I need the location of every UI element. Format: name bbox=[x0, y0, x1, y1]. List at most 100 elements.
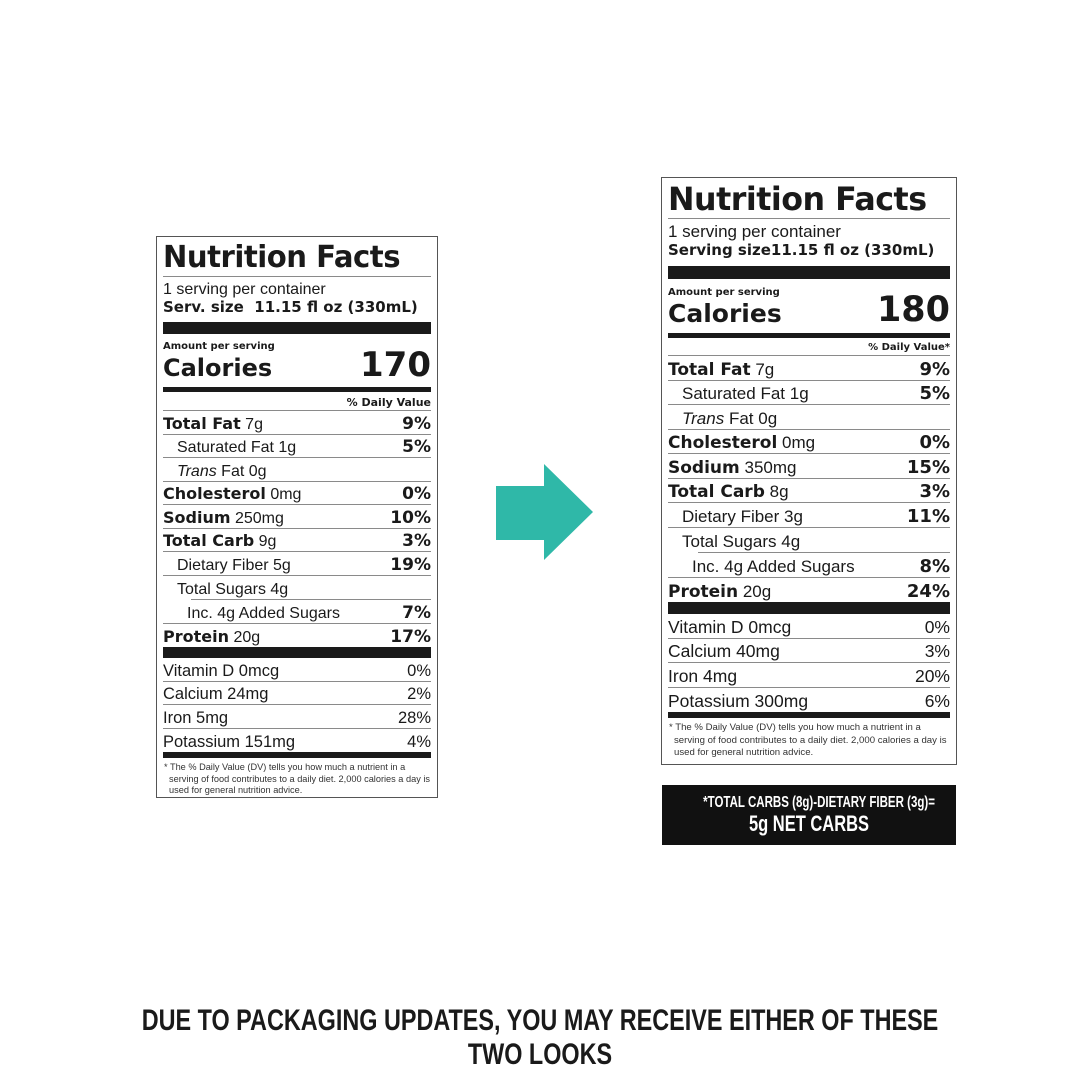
nutrient-name: Saturated Fat 1g bbox=[682, 384, 809, 403]
nutrient-name: Dietary Fiber 5g bbox=[177, 556, 291, 574]
nutrient-name: Dietary Fiber 3g bbox=[682, 506, 803, 526]
vitamin-dv: 0% bbox=[924, 616, 950, 637]
old-nutrition-label: Nutrition Facts 1 serving per container … bbox=[156, 236, 438, 798]
nutrient-name: Trans Fat 0g bbox=[682, 408, 778, 428]
vitamin-name: Calcium 24mg bbox=[163, 685, 269, 703]
nutrient-row: Total Sugars 4g bbox=[668, 528, 950, 553]
nutrient-name: Inc. 4g Added Sugars bbox=[692, 556, 855, 576]
nutrient-name: Trans Fat 0g bbox=[177, 462, 267, 480]
divider-thick bbox=[163, 322, 431, 334]
vitamin-list: Vitamin D 0mcg 0% Calcium 24mg 2% Iron 5mg 28… bbox=[163, 658, 431, 752]
nutrient-name: Total Carb 8g bbox=[668, 482, 789, 502]
divider-thin bbox=[698, 552, 950, 553]
amount-per-serving: Amount per serving bbox=[163, 341, 275, 352]
calories-label: Calories bbox=[163, 354, 273, 382]
nutrient-row: Cholesterol 0mg 0% bbox=[163, 482, 431, 505]
nutrient-dv: 10% bbox=[390, 507, 431, 528]
nutrient-row: Inc. 4g Added Sugars 8% bbox=[668, 553, 950, 578]
dv-header: % Daily Value* bbox=[668, 342, 950, 356]
nutrient-dv: 17% bbox=[390, 627, 431, 647]
nutrient-row: Sodium 250mg 10% bbox=[163, 505, 431, 529]
divider-thick bbox=[668, 266, 950, 279]
vitamin-name: Iron 4mg bbox=[668, 665, 738, 686]
vitamin-name: Potassium 151mg bbox=[163, 733, 296, 751]
divider-medium bbox=[163, 752, 431, 758]
nutrient-row: Total Sugars 4g bbox=[163, 576, 431, 600]
divider-medium bbox=[668, 333, 950, 338]
amount-per-serving: Amount per serving bbox=[668, 287, 780, 298]
nutrient-dv: 9% bbox=[919, 358, 950, 380]
vitamin-name: Vitamin D 0mcg bbox=[668, 616, 792, 637]
nutrient-row: Sodium 350mg 15% bbox=[668, 454, 950, 479]
nutrient-dv: 3% bbox=[402, 531, 431, 551]
nutrient-dv: 9% bbox=[402, 413, 431, 434]
nutrient-row: Dietary Fiber 3g 11% bbox=[668, 503, 950, 528]
vitamin-dv: 6% bbox=[924, 691, 950, 711]
nutrient-name: Total Fat 7g bbox=[668, 359, 775, 380]
net-carbs-banner: *TOTAL CARBS (8g)-DIETARY FIBER (3g)= 5g… bbox=[662, 785, 956, 845]
vitamin-dv: 2% bbox=[407, 685, 431, 703]
serving-size: Serving size11.15 fl oz (330mL) bbox=[668, 241, 935, 259]
packaging-update-note: DUE TO PACKAGING UPDATES, YOU MAY RECEIV… bbox=[141, 1004, 939, 1071]
vitamin-dv: 20% bbox=[914, 665, 950, 686]
nutrient-name: Cholesterol 0mg bbox=[163, 484, 302, 503]
footnote: * The % Daily Value (DV) tells you how m… bbox=[164, 762, 430, 795]
nutrient-name: Saturated Fat 1g bbox=[177, 439, 297, 456]
nutrient-row: Protein 20g 24% bbox=[668, 578, 950, 602]
nutrient-row: Inc. 4g Added Sugars 7% bbox=[163, 600, 431, 624]
nutrient-row: Total Carb 9g 3% bbox=[163, 529, 431, 552]
nutrient-row: Protein 20g 17% bbox=[163, 624, 431, 647]
divider-thick bbox=[163, 647, 431, 658]
nutrient-dv: 5% bbox=[919, 383, 950, 404]
nutrient-dv: 19% bbox=[390, 554, 431, 575]
calories-row: Calories 170 bbox=[163, 348, 431, 382]
nutrient-dv: 15% bbox=[906, 456, 950, 478]
vitamin-name: Vitamin D 0mcg bbox=[163, 661, 280, 680]
divider-thin bbox=[191, 599, 431, 600]
nutrient-name: Inc. 4g Added Sugars bbox=[187, 604, 340, 622]
vitamin-name: Calcium 40mg bbox=[668, 641, 780, 661]
serving-size: Serv. size 11.15 fl oz (330mL) bbox=[163, 298, 418, 316]
vitamin-row: Calcium 40mg 3% bbox=[668, 639, 950, 663]
arrow-right-icon bbox=[496, 464, 593, 560]
calories-value: 180 bbox=[876, 290, 950, 330]
label-title: Nutrition Facts bbox=[668, 180, 927, 218]
vitamin-row: Vitamin D 0mcg 0% bbox=[668, 614, 950, 639]
nutrient-name: Sodium 350mg bbox=[668, 457, 797, 478]
nutrient-row: Total Fat 7g 9% bbox=[668, 356, 950, 381]
vitamin-row: Potassium 300mg 6% bbox=[668, 688, 950, 713]
vitamin-name: Potassium 300mg bbox=[668, 691, 809, 711]
vitamin-row: Calcium 24mg 2% bbox=[163, 682, 431, 705]
vitamin-row: Iron 5mg 28% bbox=[163, 705, 431, 729]
nutrient-row: Saturated Fat 1g 5% bbox=[668, 381, 950, 405]
calories-value: 170 bbox=[360, 345, 431, 385]
nutrient-row: Trans Fat 0g bbox=[163, 458, 431, 482]
nutrient-name: Total Carb 9g bbox=[163, 531, 277, 550]
servings-per-container: 1 serving per container bbox=[163, 281, 326, 298]
nutrient-dv: 5% bbox=[402, 437, 431, 457]
divider-medium bbox=[668, 712, 950, 718]
divider-thick bbox=[668, 602, 950, 614]
nutrient-row: Cholesterol 0mg 0% bbox=[668, 430, 950, 454]
vitamin-dv: 4% bbox=[407, 733, 431, 751]
nutrient-dv: 0% bbox=[919, 432, 950, 453]
vitamin-dv: 0% bbox=[407, 661, 431, 680]
net-carbs-formula: *TOTAL CARBS (8g)-DIETARY FIBER (3g)= bbox=[703, 794, 935, 811]
nutrient-name: Total Sugars 4g bbox=[682, 532, 801, 551]
nutrient-row: Dietary Fiber 5g 19% bbox=[163, 552, 431, 576]
vitamin-dv: 3% bbox=[924, 641, 950, 661]
nutrient-list: Total Fat 7g 9% Saturated Fat 1g 5% Trans Fa… bbox=[668, 356, 950, 602]
nutrient-row: Total Carb 8g 3% bbox=[668, 479, 950, 503]
vitamin-row: Potassium 151mg 4% bbox=[163, 729, 431, 753]
new-nutrition-label: Nutrition Facts 1 serving per container … bbox=[661, 177, 957, 765]
nutrient-dv: 24% bbox=[906, 581, 950, 602]
nutrient-row: Saturated Fat 1g 5% bbox=[163, 435, 431, 458]
nutrient-dv: 3% bbox=[919, 481, 950, 502]
footnote: * The % Daily Value (DV) tells you how m… bbox=[669, 722, 947, 758]
dv-header: % Daily Value bbox=[163, 396, 431, 411]
servings-per-container: 1 serving per container bbox=[668, 222, 841, 241]
nutrient-name: Sodium 250mg bbox=[163, 507, 284, 527]
label-title: Nutrition Facts bbox=[163, 240, 401, 275]
vitamin-name: Iron 5mg bbox=[163, 708, 229, 727]
nutrient-name: Cholesterol 0mg bbox=[668, 433, 816, 453]
